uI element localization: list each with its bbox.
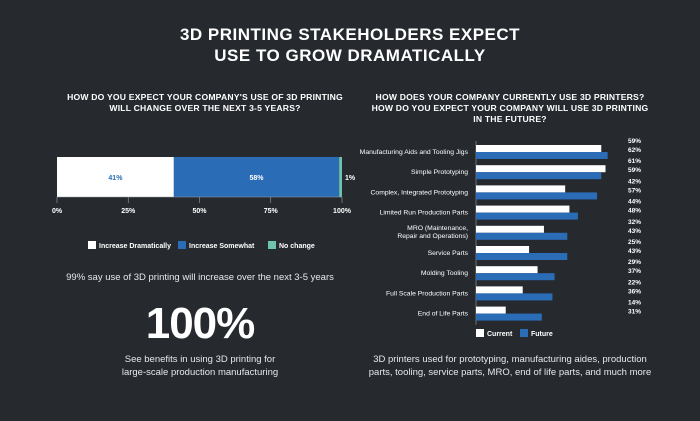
category-label: Limited Run Production Parts — [380, 210, 469, 217]
future-value-label: 43% — [628, 248, 641, 255]
legend-swatch — [476, 329, 484, 337]
x-axis-tick-label: 75% — [264, 208, 279, 215]
big-caption: See benefits in using 3D printing for la… — [60, 353, 340, 379]
future-bar — [476, 152, 608, 159]
stacked-bar-segment — [57, 157, 174, 197]
x-axis-tick-label: 50% — [192, 208, 207, 215]
category-label: Repair and Operations) — [397, 233, 468, 240]
category-label: MRO (Maintenance, — [407, 225, 468, 232]
future-value-label: 62% — [628, 147, 641, 154]
future-bar — [476, 293, 553, 301]
big-caption-line1: See benefits in using 3D printing for — [124, 354, 276, 365]
page-title-line2: USE TO GROW DRAMATICALLY — [214, 46, 486, 65]
legend-label: Future — [531, 331, 553, 338]
current-bar — [476, 306, 506, 314]
stacked-bar-value-label: 58% — [249, 175, 264, 182]
current-bar — [476, 165, 606, 173]
page-title: 3D PRINTING STAKEHOLDERS EXPECT USE TO G… — [0, 24, 700, 66]
future-bar — [476, 192, 598, 200]
future-value-label: 48% — [628, 208, 641, 215]
legend-label: Current — [487, 331, 513, 338]
current-value-label: 25% — [628, 239, 641, 246]
current-bar — [476, 286, 523, 294]
legend-label: Increase Somewhat — [189, 243, 255, 250]
category-label: Complex, Integrated Prototyping — [371, 189, 469, 196]
current-bar — [476, 145, 602, 152]
stacked-bar-value-label: 41% — [108, 175, 123, 182]
legend-label: No change — [279, 243, 315, 250]
current-bar — [476, 225, 544, 233]
page-title-line1: 3D PRINTING STAKEHOLDERS EXPECT — [179, 25, 521, 44]
current-value-label: 59% — [628, 138, 641, 145]
left-question-line1: HOW DO YOU EXPECT YOUR COMPANY'S USE OF … — [67, 92, 343, 102]
future-bar — [476, 172, 602, 180]
legend-label: Increase Dramatically — [99, 243, 171, 250]
category-label: Manufacturing Aids and Tooling Jigs — [360, 149, 469, 156]
stacked-bar-segment — [339, 157, 342, 197]
left-note: 99% say use of 3D printing will increase… — [66, 272, 334, 283]
future-bar — [476, 273, 555, 281]
current-bar — [476, 246, 530, 253]
future-value-label: 57% — [628, 187, 641, 194]
legend-swatch — [88, 241, 96, 249]
future-value-label: 37% — [628, 268, 641, 275]
future-bar — [476, 253, 568, 260]
future-bar — [476, 232, 568, 240]
category-label: Molding Tooling — [421, 270, 468, 277]
future-value-label: 59% — [628, 167, 641, 174]
current-value-label: 14% — [628, 300, 641, 307]
x-axis-tick-label: 100% — [333, 208, 352, 215]
current-bar — [476, 185, 566, 193]
x-axis-tick-label: 0% — [52, 208, 63, 215]
right-caption-line1: 3D printers used for prototyping, manufa… — [373, 354, 647, 365]
legend-swatch — [520, 329, 528, 337]
left-question: HOW DO YOU EXPECT YOUR COMPANY'S USE OF … — [40, 92, 370, 114]
category-label: Full Scale Production Parts — [386, 290, 469, 297]
big-caption-line2: large-scale production manufacturing — [121, 367, 279, 378]
current-value-label: 29% — [628, 259, 641, 266]
current-value-label: 32% — [628, 219, 641, 226]
future-value-label: 36% — [628, 288, 641, 295]
current-value-label: 42% — [628, 178, 641, 185]
current-value-label: 61% — [628, 158, 641, 165]
legend-swatch — [268, 241, 276, 249]
right-question-line2: HOW DO YOU EXPECT YOUR COMPANY WILL USE … — [371, 103, 649, 113]
current-bar — [476, 266, 538, 274]
category-label: End of Life Parts — [418, 311, 469, 318]
right-caption-line2: parts, tooling, service parts, MRO, end … — [368, 367, 652, 378]
stacked-bar-value-label: 1% — [345, 175, 356, 182]
future-bar — [476, 313, 542, 321]
future-bar — [476, 212, 578, 220]
left-question-line2: WILL CHANGE OVER THE NEXT 3-5 YEARS? — [109, 103, 301, 113]
future-value-label: 43% — [628, 228, 641, 235]
current-value-label: 44% — [628, 199, 641, 206]
big-number: 100% — [145, 299, 256, 348]
x-axis-tick-label: 25% — [121, 208, 136, 215]
current-bar — [476, 205, 570, 213]
right-question: HOW DOES YOUR COMPANY CURRENTLY USE 3D P… — [345, 92, 675, 125]
category-label: Simple Prototyping — [411, 169, 468, 176]
current-value-label: 22% — [628, 279, 641, 286]
stacked-bar-segment — [173, 157, 340, 197]
right-question-line1: HOW DOES YOUR COMPANY CURRENTLY USE 3D P… — [375, 92, 645, 102]
category-label: Service Parts — [428, 250, 469, 257]
right-question-line3: IN THE FUTURE? — [473, 114, 547, 124]
legend-swatch — [178, 241, 186, 249]
right-caption: 3D printers used for prototyping, manufa… — [345, 353, 675, 379]
future-value-label: 31% — [628, 309, 641, 316]
